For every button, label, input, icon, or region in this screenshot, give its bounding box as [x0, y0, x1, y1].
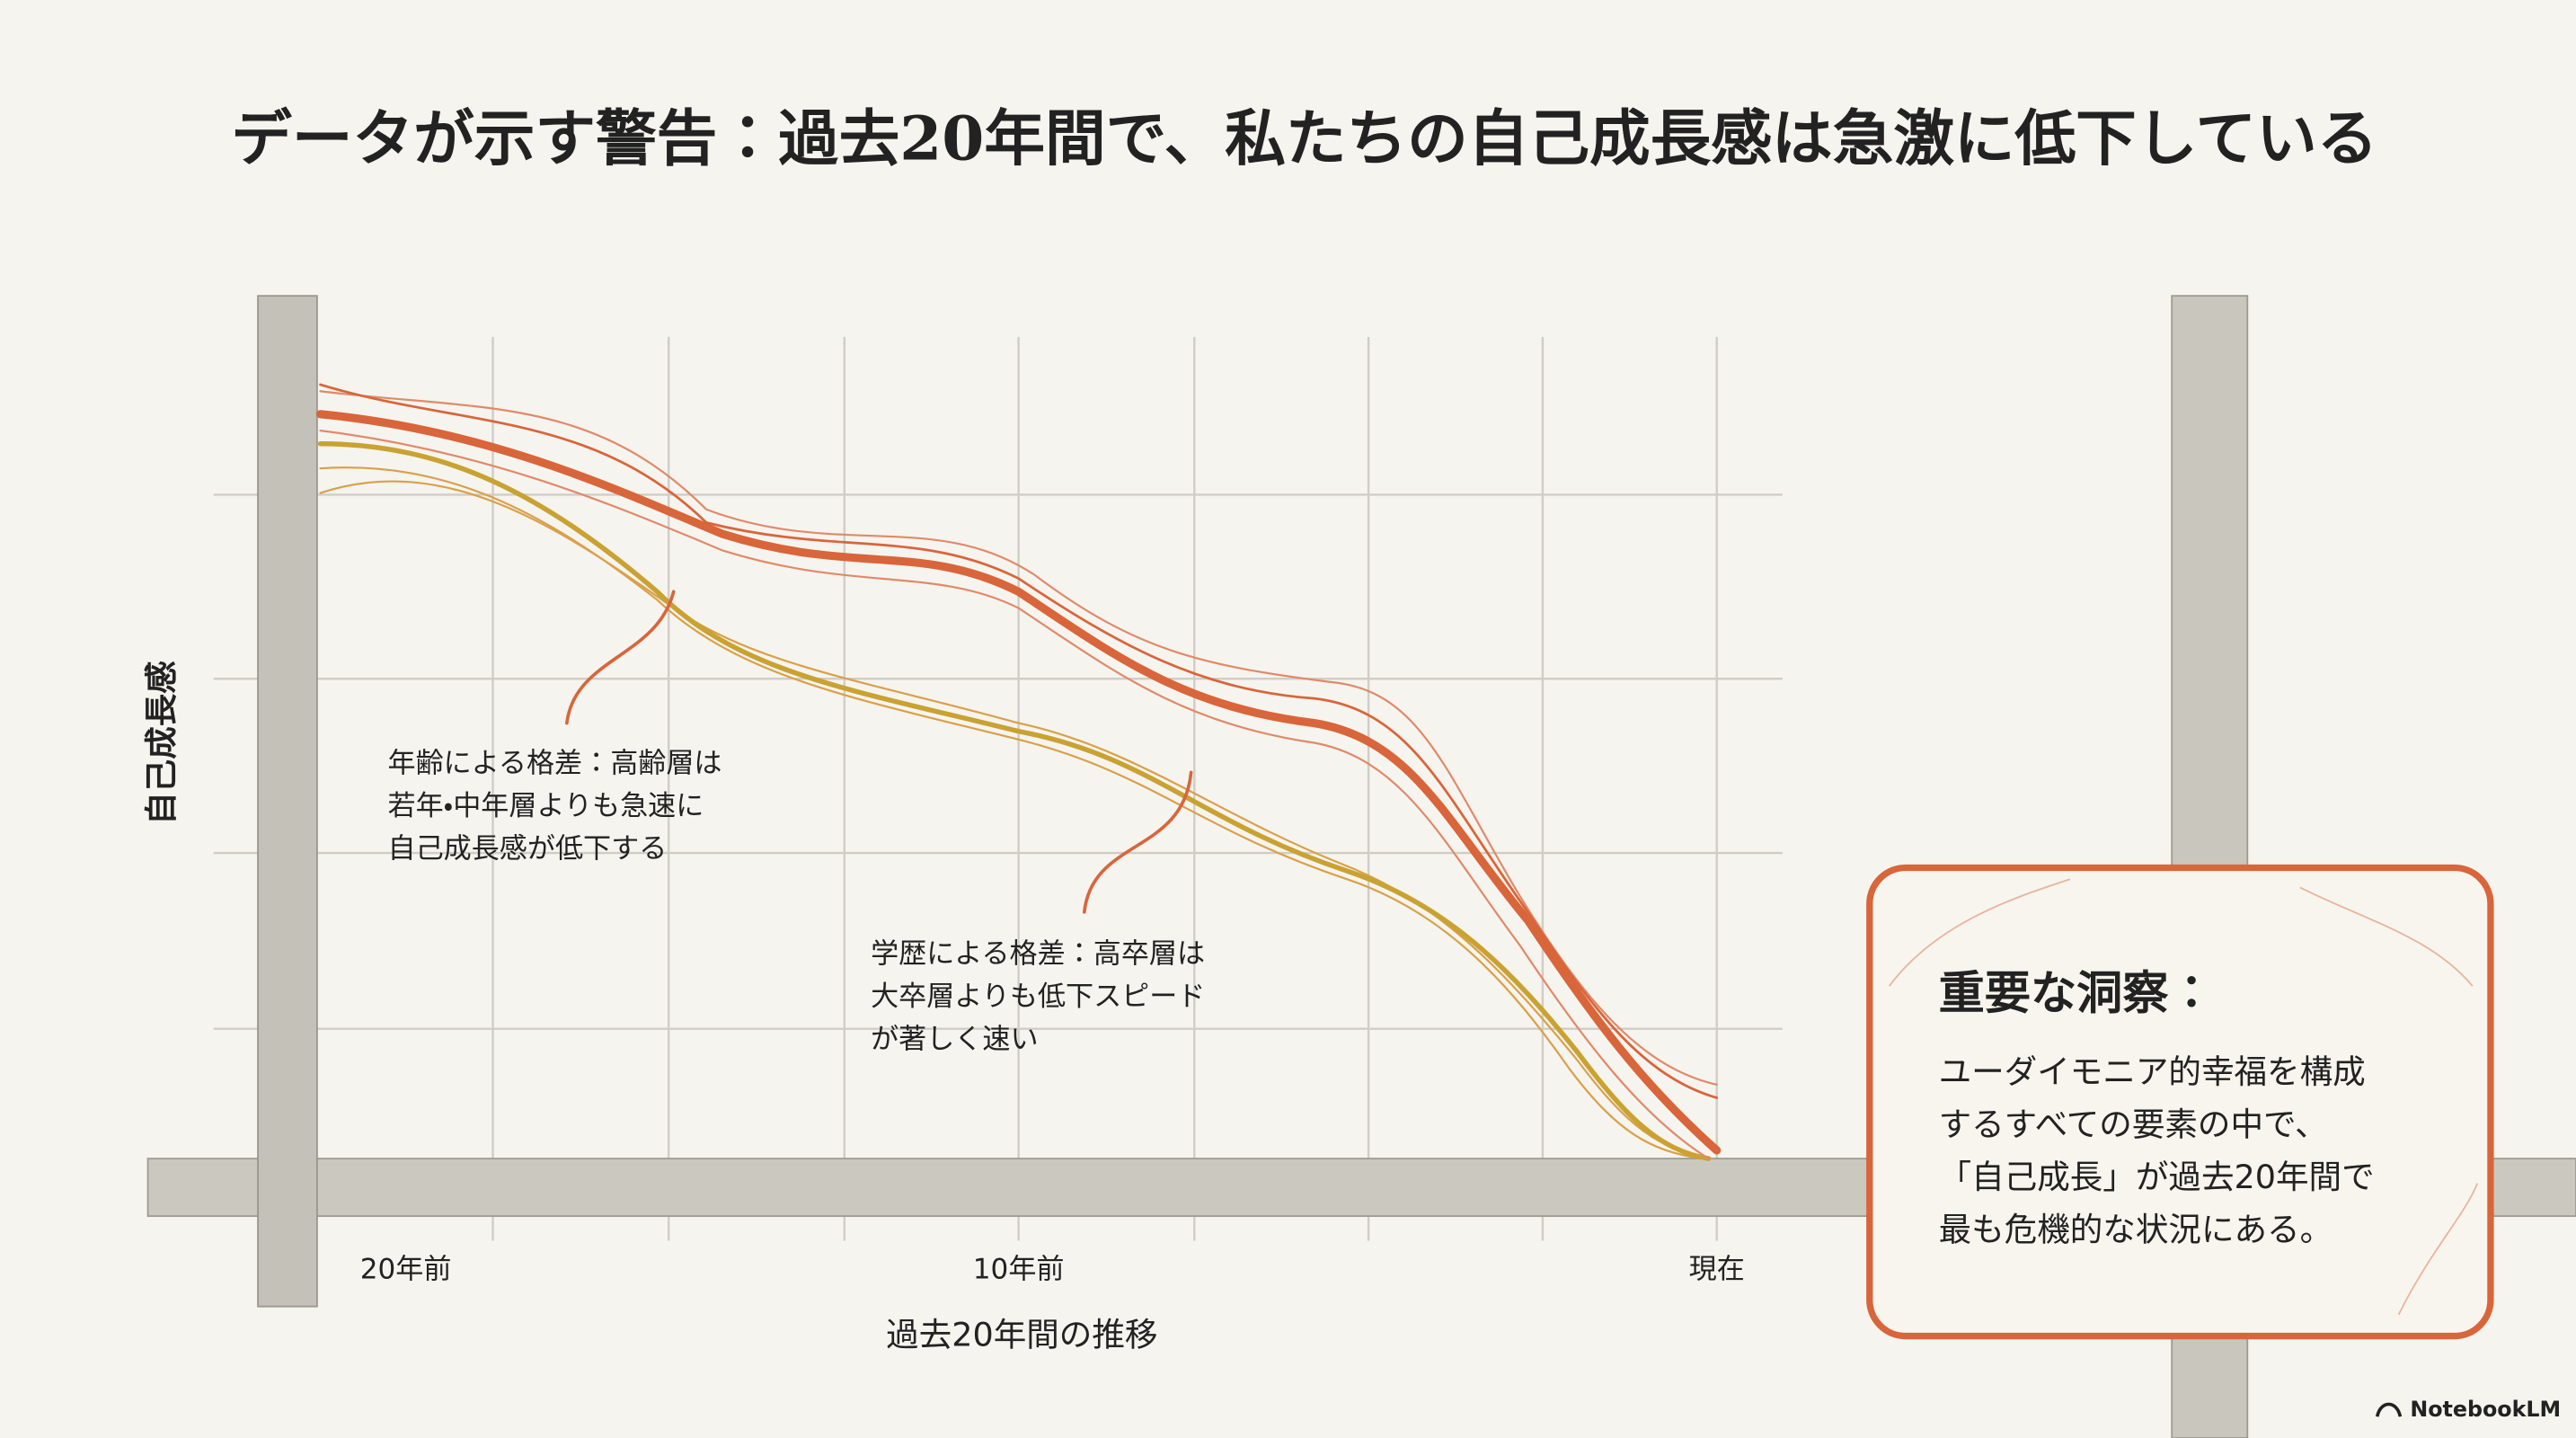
x-axis-label: 過去20年間の推移: [886, 1316, 1157, 1354]
x-tick-label: 20年前: [360, 1254, 452, 1286]
y-axis-label: 自己成長感: [142, 661, 181, 825]
callout-line: [564, 590, 676, 725]
insight-text: ユーダイモニア的幸福を構成: [1939, 1052, 2366, 1091]
curve: [317, 440, 1712, 1161]
annotation-text: 年齢による格差：高齢層は: [388, 747, 722, 779]
annotation-text: 大卒層よりも低下スピード: [871, 981, 1205, 1013]
annotation-text: 学歴による格差：高卒層は: [871, 938, 1205, 971]
curve: [315, 410, 1722, 1155]
insight-text: 「自己成長」が過去20年間で: [1939, 1158, 2375, 1196]
annotation-text: 自己成長感が低下する: [388, 833, 668, 865]
brand-icon: [2375, 1402, 2403, 1417]
brand: NotebookLM: [2410, 1397, 2561, 1422]
insight-text: 最も危機的な状況にある。: [1939, 1211, 2333, 1249]
insight-text: するすべての要素の中で、: [1939, 1105, 2328, 1144]
annotation: 年齢による格差：高齢層は 若年・中年層よりも急速に 自己成長感が低下する: [388, 747, 722, 865]
curve: [319, 383, 1719, 1099]
curves: [315, 383, 1722, 1161]
x-tick-label: 10年前: [973, 1254, 1065, 1286]
insight-heading: 重要な洞察：: [1939, 967, 2215, 1021]
x-tick-label: 現在: [1689, 1254, 1745, 1286]
annotation-text: 若年・中年層よりも急速に: [388, 790, 704, 822]
decoration: [1888, 878, 2479, 1316]
insight-box: [1866, 864, 2494, 1340]
callout-line: [1082, 770, 1193, 914]
title: データが示す警告：過去20年間で、私たちの自己成長感は急激に低下している: [231, 102, 2377, 173]
curve: [319, 430, 1710, 1160]
curve: [319, 480, 1713, 1160]
curve: [319, 390, 1718, 1086]
annotation-text: が著しく速い: [871, 1024, 1038, 1056]
y-axis-bar: [257, 295, 318, 1308]
annotation: 学歴による格差：高卒層は 大卒層よりも低下スピード が著しく速い: [871, 938, 1205, 1056]
